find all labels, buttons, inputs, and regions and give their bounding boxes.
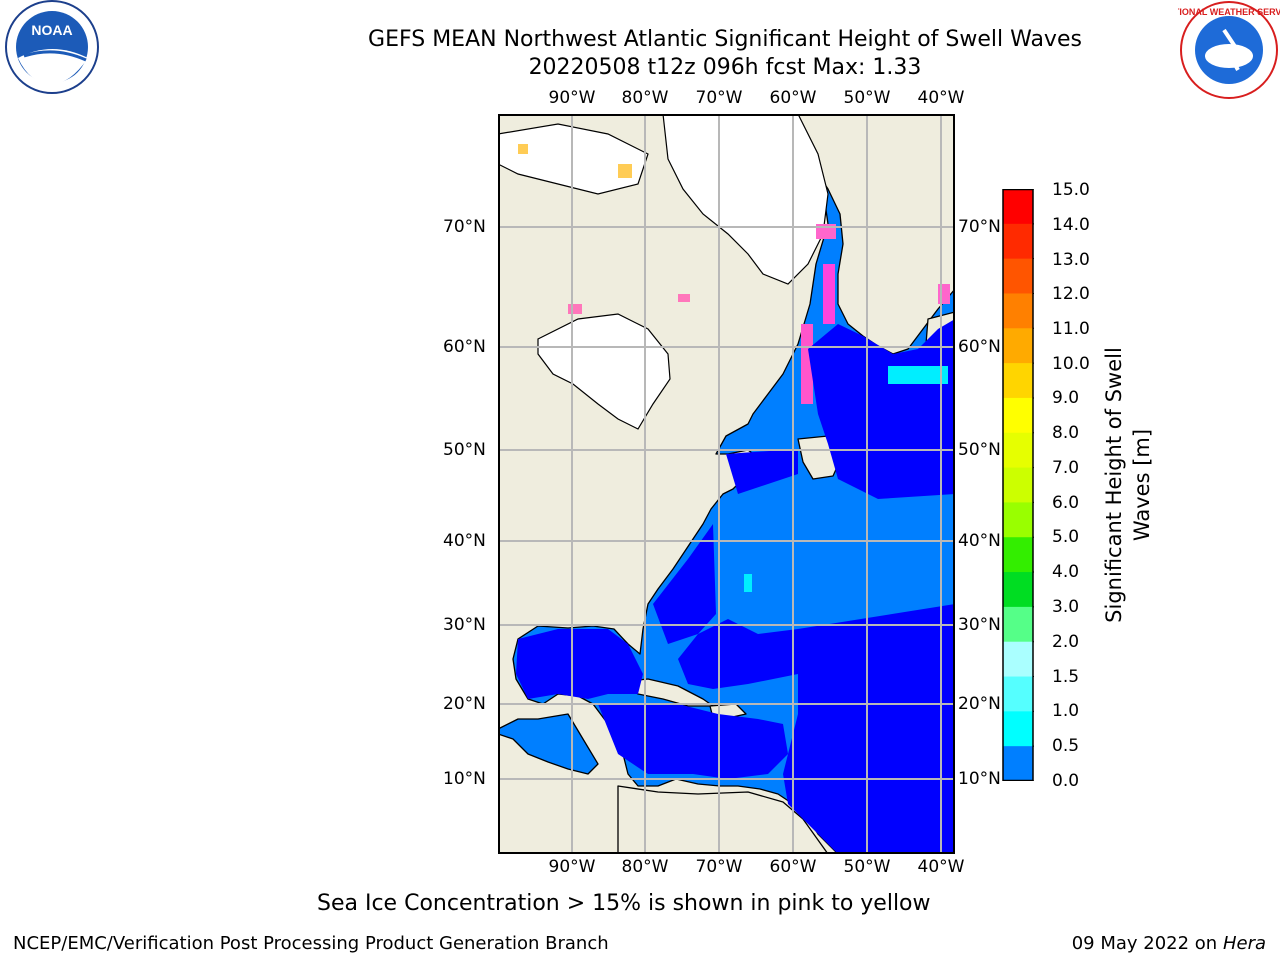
colorbar-band [1003, 676, 1033, 712]
lat-tick-right: 60°N [958, 337, 1001, 357]
lon-tick-bottom: 90°W [548, 857, 596, 877]
lon-tick-top: 40°W [917, 88, 965, 108]
lon-tick-top: 50°W [843, 88, 891, 108]
lat-tick-left: 20°N [443, 694, 486, 714]
lat-tick-left: 30°N [443, 615, 486, 635]
colorbar-band [1003, 711, 1033, 747]
footer-date-text: 09 May 2022 on [1071, 933, 1218, 954]
lon-tick-bottom: 50°W [843, 857, 891, 877]
colorbar-title: Significant Height of Swell Waves [m] [1102, 347, 1154, 623]
sea-ice-note: Sea Ice Concentration > 15% is shown in … [317, 891, 931, 916]
colorbar-tick: 4.0 [1052, 562, 1080, 582]
colorbar-tick: 13.0 [1052, 250, 1090, 270]
colorbar-tick: 1.5 [1052, 667, 1080, 687]
south-america-land [617, 785, 829, 854]
colorbar-band [1003, 746, 1033, 781]
lat-tick-right: 20°N [958, 694, 1001, 714]
colorbar-tick: 3.0 [1052, 597, 1080, 617]
lat-tick-right: 50°N [958, 440, 1001, 460]
colorbar-band [1003, 572, 1033, 608]
colorbar-band [1003, 328, 1033, 364]
footer-host: Hera [1222, 933, 1266, 954]
colorbar-frame [1002, 189, 1034, 781]
swell-height-map [498, 114, 955, 854]
lat-tick-left: 50°N [443, 440, 486, 460]
colorbar-tick: 6.0 [1052, 493, 1080, 513]
nws-logo-text: NATIONAL WEATHER SERVICE [1178, 7, 1280, 17]
swell-cyan-patch [888, 366, 948, 384]
colorbar-band [1003, 641, 1033, 678]
lon-tick-top: 60°W [769, 88, 817, 108]
noaa-logo-text: NOAA [31, 22, 72, 38]
colorbar-tick: 15.0 [1052, 180, 1090, 200]
nws-logo: NATIONAL WEATHER SERVICE [1178, 1, 1280, 99]
colorbar-tick: 14.0 [1052, 215, 1090, 235]
lon-tick-bottom: 60°W [769, 857, 817, 877]
lat-tick-left: 10°N [443, 769, 486, 789]
colorbar-tick: 8.0 [1052, 423, 1080, 443]
colorbar-band [1003, 258, 1033, 294]
colorbar-tick: 7.0 [1052, 458, 1080, 478]
footer-date: 09 May 2022 on Hera [1072, 933, 1266, 954]
lon-tick-top: 90°W [548, 88, 596, 108]
colorbar-band [1003, 537, 1033, 573]
colorbar-band [1003, 397, 1033, 434]
map-gridlines [498, 114, 955, 854]
lat-tick-right: 10°N [958, 769, 1001, 789]
lon-tick-bottom: 80°W [621, 857, 669, 877]
map-title: GEFS MEAN Northwest Atlantic Significant… [368, 27, 1082, 52]
map-frame [498, 114, 955, 854]
lon-tick-top: 80°W [621, 88, 669, 108]
lat-tick-right: 40°N [958, 531, 1001, 551]
colorbar-band [1003, 467, 1033, 503]
lon-tick-bottom: 70°W [695, 857, 743, 877]
colorbar-tick: 12.0 [1052, 284, 1090, 304]
lon-tick-bottom: 40°W [917, 857, 965, 877]
footer-credit: NCEP/EMC/Verification Post Processing Pr… [13, 933, 609, 954]
colorbar-tick: 2.0 [1052, 632, 1080, 652]
colorbar-band [1003, 293, 1033, 329]
colorbar-band [1003, 189, 1033, 225]
colorbar [1002, 189, 1034, 781]
noaa-logo: NOAA [5, 0, 99, 94]
north-america-land [498, 114, 839, 854]
swell-cyan-spot [744, 574, 752, 592]
colorbar-band [1003, 606, 1033, 643]
map-subtitle: 20220508 t12z 096h fcst Max: 1.33 [528, 55, 922, 80]
colorbar-tick: 10.0 [1052, 354, 1090, 374]
colorbar-band [1003, 432, 1033, 469]
lat-tick-left: 70°N [443, 217, 486, 237]
lon-tick-top: 70°W [695, 88, 743, 108]
swell-low-regions [516, 319, 955, 854]
colorbar-band [1003, 363, 1033, 399]
colorbar-tick: 5.0 [1052, 527, 1080, 547]
colorbar-tick: 11.0 [1052, 319, 1090, 339]
colorbar-band [1003, 223, 1033, 260]
lat-tick-left: 40°N [443, 531, 486, 551]
lat-tick-right: 70°N [958, 217, 1001, 237]
colorbar-band [1003, 502, 1033, 538]
colorbar-tick: 0.5 [1052, 736, 1080, 756]
baffin-bay [662, 114, 829, 285]
lat-tick-right: 30°N [958, 615, 1001, 635]
lat-tick-left: 60°N [443, 337, 486, 357]
colorbar-tick: 1.0 [1052, 701, 1080, 721]
land-masses [498, 114, 955, 854]
colorbar-tick: 9.0 [1052, 388, 1080, 408]
colorbar-tick: 0.0 [1052, 771, 1080, 791]
